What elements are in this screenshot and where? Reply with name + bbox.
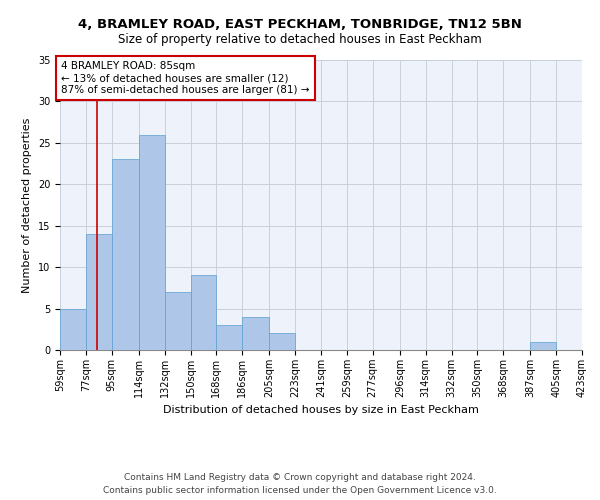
X-axis label: Distribution of detached houses by size in East Peckham: Distribution of detached houses by size …: [163, 406, 479, 415]
Bar: [139, 134, 164, 350]
Bar: [530, 342, 556, 350]
Bar: [269, 334, 295, 350]
Bar: [191, 276, 217, 350]
Text: Contains HM Land Registry data © Crown copyright and database right 2024.
Contai: Contains HM Land Registry data © Crown c…: [103, 474, 497, 495]
Bar: [164, 292, 191, 350]
Bar: [60, 308, 86, 350]
Text: 4 BRAMLEY ROAD: 85sqm
← 13% of detached houses are smaller (12)
87% of semi-deta: 4 BRAMLEY ROAD: 85sqm ← 13% of detached …: [61, 62, 310, 94]
Bar: [242, 317, 269, 350]
Bar: [112, 160, 139, 350]
Text: 4, BRAMLEY ROAD, EAST PECKHAM, TONBRIDGE, TN12 5BN: 4, BRAMLEY ROAD, EAST PECKHAM, TONBRIDGE…: [78, 18, 522, 30]
Bar: [86, 234, 112, 350]
Bar: [217, 325, 242, 350]
Y-axis label: Number of detached properties: Number of detached properties: [22, 118, 32, 292]
Text: Size of property relative to detached houses in East Peckham: Size of property relative to detached ho…: [118, 32, 482, 46]
